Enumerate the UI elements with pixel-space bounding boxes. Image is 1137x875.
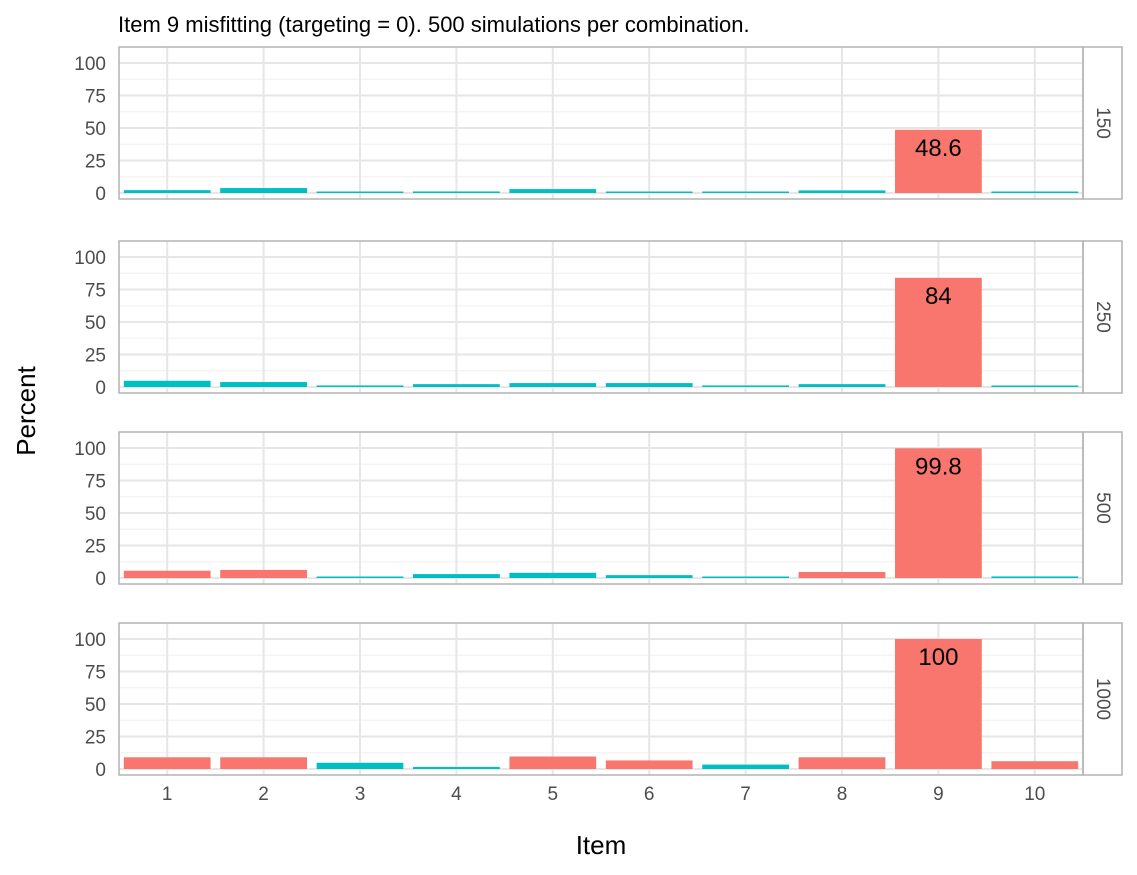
bar-item-6 bbox=[605, 575, 693, 578]
y-tick-label: 25 bbox=[85, 346, 106, 367]
y-tick-label: 50 bbox=[85, 695, 106, 716]
bar-item-2 bbox=[220, 569, 307, 578]
y-axis-label: Percent bbox=[11, 365, 41, 455]
x-tick-label: 7 bbox=[740, 784, 751, 805]
y-tick-label: 100 bbox=[74, 54, 106, 75]
facet-panel-150: 48.6 0 25 50 75 100 150 bbox=[74, 46, 1123, 205]
bar-item-7 bbox=[702, 191, 789, 193]
bar-item-9 bbox=[895, 639, 982, 769]
bar-item-3 bbox=[316, 576, 404, 578]
bar-item-9 bbox=[895, 448, 982, 578]
x-tick-label: 1 bbox=[162, 784, 173, 805]
bar-item-8 bbox=[798, 572, 886, 578]
bar-item-1 bbox=[123, 570, 211, 578]
bar-item-3 bbox=[316, 191, 404, 193]
y-tick-label: 25 bbox=[85, 728, 106, 749]
facet-strip-label: 500 bbox=[1092, 492, 1113, 524]
bar-item-10 bbox=[991, 761, 1079, 769]
x-tick-label: 9 bbox=[933, 784, 944, 805]
x-tick-label: 2 bbox=[258, 784, 269, 805]
facet-strip bbox=[1082, 46, 1123, 200]
bar-item-1 bbox=[123, 380, 211, 387]
bar-item-7 bbox=[702, 764, 789, 769]
y-tick-label: 100 bbox=[74, 630, 106, 651]
bar-item-1 bbox=[123, 190, 211, 193]
bar-item-3 bbox=[316, 385, 404, 387]
x-tick-label: 3 bbox=[355, 784, 366, 805]
bar-item-5 bbox=[509, 572, 597, 578]
bar-data-label: 100 bbox=[918, 644, 958, 671]
x-tick-label: 4 bbox=[451, 784, 462, 805]
bar-item-2 bbox=[220, 188, 307, 193]
facet-strip bbox=[1082, 622, 1123, 776]
facet-panels: 48.6025507510015084025507510025099.80255… bbox=[74, 46, 1123, 781]
y-tick-label: 25 bbox=[85, 537, 106, 558]
y-tick-label: 50 bbox=[85, 313, 106, 334]
bar-item-8 bbox=[798, 384, 886, 387]
bar-item-5 bbox=[509, 756, 597, 769]
facet-strip-label: 150 bbox=[1092, 107, 1113, 139]
y-tick-label: 0 bbox=[95, 569, 106, 590]
chart-title: Item 9 misfitting (targeting = 0). 500 s… bbox=[118, 12, 750, 37]
y-tick-label: 50 bbox=[85, 504, 106, 525]
x-tick-label: 10 bbox=[1024, 784, 1045, 805]
facet-strip bbox=[1082, 431, 1123, 585]
y-tick-label: 100 bbox=[74, 439, 106, 460]
bar-item-7 bbox=[702, 576, 789, 578]
bar-item-10 bbox=[991, 385, 1079, 387]
y-tick-label: 50 bbox=[85, 119, 106, 140]
y-tick-label: 25 bbox=[85, 152, 106, 173]
facet-strip-label: 250 bbox=[1092, 301, 1113, 333]
bar-item-9 bbox=[895, 129, 982, 193]
bar-item-10 bbox=[991, 191, 1079, 193]
y-tick-label: 0 bbox=[95, 760, 106, 781]
y-tick-label: 0 bbox=[95, 378, 106, 399]
bar-item-10 bbox=[991, 576, 1079, 578]
bar-item-4 bbox=[413, 574, 500, 578]
facet-panel-500: 99.8 0 25 50 75 100 500 bbox=[74, 431, 1123, 590]
bar-item-1 bbox=[123, 757, 211, 769]
y-tick-label: 75 bbox=[85, 663, 106, 684]
bar-item-2 bbox=[220, 757, 307, 769]
x-tick-label: 5 bbox=[548, 784, 559, 805]
bar-item-4 bbox=[413, 766, 500, 769]
x-axis-ticks: 1 2 3 4 5 6 7 8 9 10 bbox=[162, 784, 1045, 805]
bar-data-label: 84 bbox=[925, 283, 952, 310]
bar-data-label: 99.8 bbox=[915, 453, 962, 480]
bar-item-6 bbox=[605, 191, 693, 193]
y-tick-label: 0 bbox=[95, 184, 106, 205]
bar-item-9 bbox=[895, 277, 982, 387]
x-tick-label: 8 bbox=[837, 784, 848, 805]
y-tick-label: 75 bbox=[85, 472, 106, 493]
bar-item-4 bbox=[413, 191, 500, 193]
bar-item-2 bbox=[220, 382, 307, 387]
facet-strip bbox=[1082, 240, 1123, 394]
x-tick-label: 6 bbox=[644, 784, 655, 805]
bar-item-3 bbox=[316, 762, 404, 769]
bar-data-label: 48.6 bbox=[915, 135, 962, 162]
facet-strip-label: 1000 bbox=[1092, 678, 1113, 720]
x-axis-label: Item bbox=[576, 830, 627, 860]
bar-item-6 bbox=[605, 760, 693, 769]
bar-item-4 bbox=[413, 384, 500, 387]
bar-item-5 bbox=[509, 383, 597, 387]
y-tick-label: 100 bbox=[74, 248, 106, 269]
bar-item-6 bbox=[605, 383, 693, 387]
bar-item-5 bbox=[509, 189, 597, 193]
y-tick-label: 75 bbox=[85, 281, 106, 302]
bar-item-8 bbox=[798, 757, 886, 769]
facet-panel-250: 84 0 25 50 75 100 250 bbox=[74, 240, 1123, 399]
y-tick-label: 75 bbox=[85, 87, 106, 108]
bar-item-7 bbox=[702, 385, 789, 387]
bar-item-8 bbox=[798, 190, 886, 193]
